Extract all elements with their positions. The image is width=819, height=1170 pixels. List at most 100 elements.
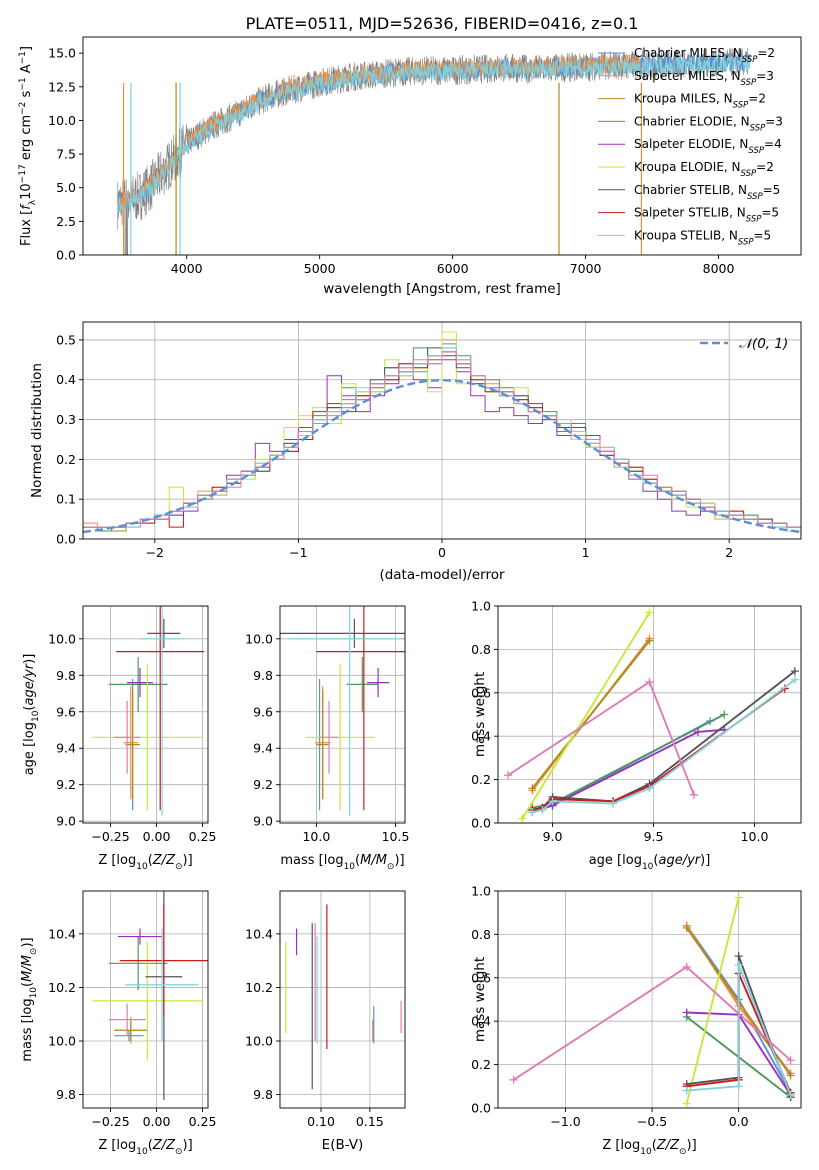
x-tick-label: 9.5 [644,829,664,844]
legend-text: Kroupa MILES, N [634,92,733,106]
x-axis-label: Z [log10(Z/Z⊙)] [602,1138,696,1157]
label-part: ⊙ [387,862,395,872]
x-tick-label: −1.0 [550,1114,580,1129]
weight-marker [528,808,537,817]
label-part: s [19,90,34,101]
x-tick-label: 6000 [437,261,469,276]
x-tick-label: 10.0 [741,829,769,844]
label-part: 10 [642,862,654,872]
legend-text: Chabrier STELIB, N [634,183,747,197]
legend: 𝒩(0, 1) [700,336,788,352]
weight-marker [786,1071,795,1080]
legend-tail: =4 [764,137,782,151]
x-axis-label: wavelength [Angstrom, rest frame] [323,281,561,297]
y-tick-label: 0.0 [471,816,491,831]
weight-marker [645,677,654,686]
legend-text: Kroupa ELODIE, N [634,160,741,174]
y-tick-label: 0.5 [56,332,76,347]
x-tick-label: 0.10 [307,1114,335,1129]
axes-frame [82,321,802,540]
errorbar-point [92,664,203,811]
legend-label: Kroupa ELODIE, NSSP=2 [634,160,774,179]
x-tick-label: 2 [725,545,733,560]
label-part: Z [log [98,1138,136,1153]
y-tick-label: 0.8 [471,927,491,942]
weight-line [685,897,740,1104]
y-tick-label: 1.0 [471,599,491,614]
label-part: mass [log [280,853,343,868]
label-part: age/yr [22,662,37,705]
y-tick-label: 0.0 [56,532,76,547]
weight-marker [682,1099,691,1108]
label-part: 10 [31,710,41,722]
x-axis-label: Z [log10(Z/Z⊙)] [98,853,192,872]
y-tick-label: 9.8 [253,1087,273,1102]
x-tick-label: 4000 [171,261,203,276]
y-tick-label: 0.0 [471,1101,491,1116]
y-tick-label: 10.4 [245,926,273,941]
errorbar-point [117,928,163,945]
errorbar-point [92,941,203,1060]
errorbar-point [139,606,185,816]
axes-histogram: −2 −1 0 1 2 0.0 0.1 0.2 0.3 0.4 0.5 (data-model)/er… [29,321,802,583]
x-axis-label: age [log10(age/yr)] [589,853,711,872]
plot-area [83,606,208,823]
legend-sub: SSP [742,55,758,65]
y-tick-label: 9.0 [253,814,273,829]
x-tick-label: 9.0 [543,829,563,844]
errorbar-point [316,689,330,800]
y-tick-label: 10.0 [48,113,76,128]
weight-marker [645,608,654,617]
label-part: )] [700,853,710,868]
plot-area [280,891,405,1108]
axes-frame [279,890,406,1109]
label-part: f [19,203,34,210]
y-tick-label: 9.8 [56,668,76,683]
weight-marker [734,1082,743,1091]
weight-line [686,964,792,1096]
errorbar-point [316,606,405,811]
label-part: )] [394,853,404,868]
label-part: age [log [22,722,37,775]
errorbar-point [114,1030,144,1042]
y-tick-label: 10.0 [245,1034,273,1049]
y-axis-label: mass weight [472,957,488,1042]
label-part: 10 [19,183,34,200]
x-tick-label: 0 [438,545,446,560]
label-part: 10 [640,1147,652,1157]
x-tick-label: 7000 [570,261,602,276]
gaussian-curve [83,378,801,534]
errorbar-point [108,1003,146,1036]
axes-weight-vs-age: 9.0 9.5 10.0 0.0 0.2 0.4 0.6 0.8 1.0 age [log10(a… [471,599,802,872]
y-tick-label: 0.3 [56,412,76,427]
label-part: ( [148,853,153,868]
x-tick-label: 0.25 [189,1114,217,1129]
x-tick-label: 0.25 [189,829,217,844]
label-part: M/M [360,853,387,868]
y-tick-label: 0.4 [471,1014,491,1029]
y-tick-label: 0.2 [471,772,491,787]
y-tick-label: 10.0 [245,631,273,646]
plot-area [83,891,208,1108]
errorbar-point [125,928,199,1042]
weight-marker [509,1075,518,1084]
x-tick-label: −0.5 [637,1114,667,1129]
x-tick-label: −0.25 [91,1114,129,1129]
x-tick-label: 10.0 [302,829,330,844]
legend-tail: =3 [765,114,783,128]
weight-marker [786,1056,795,1065]
x-tick-label: 5000 [304,261,336,276]
plot-area [498,891,801,1108]
y-tick-label: 2.5 [56,214,76,229]
axes-frame [279,605,406,824]
x-tick-label: 0.00 [143,829,171,844]
y-tick-label: 9.4 [56,741,76,756]
label-part: −2 [18,102,28,115]
axes-weight-vs-Z: −1.0 −0.5 0.0 0.0 0.2 0.4 0.6 0.8 1.0 Z [log10(Z/… [471,884,802,1157]
axes-frame [82,605,209,824]
label-part: 10 [136,1147,148,1157]
legend-sub: SSP [741,78,757,88]
axes-age-vs-mass: 10.0 10.5 9.0 9.2 9.4 9.6 9.8 10.0 mass [log10(M… [245,605,409,872]
x-tick-label: 0.15 [356,1114,384,1129]
y-tick-label: 0.2 [56,452,76,467]
